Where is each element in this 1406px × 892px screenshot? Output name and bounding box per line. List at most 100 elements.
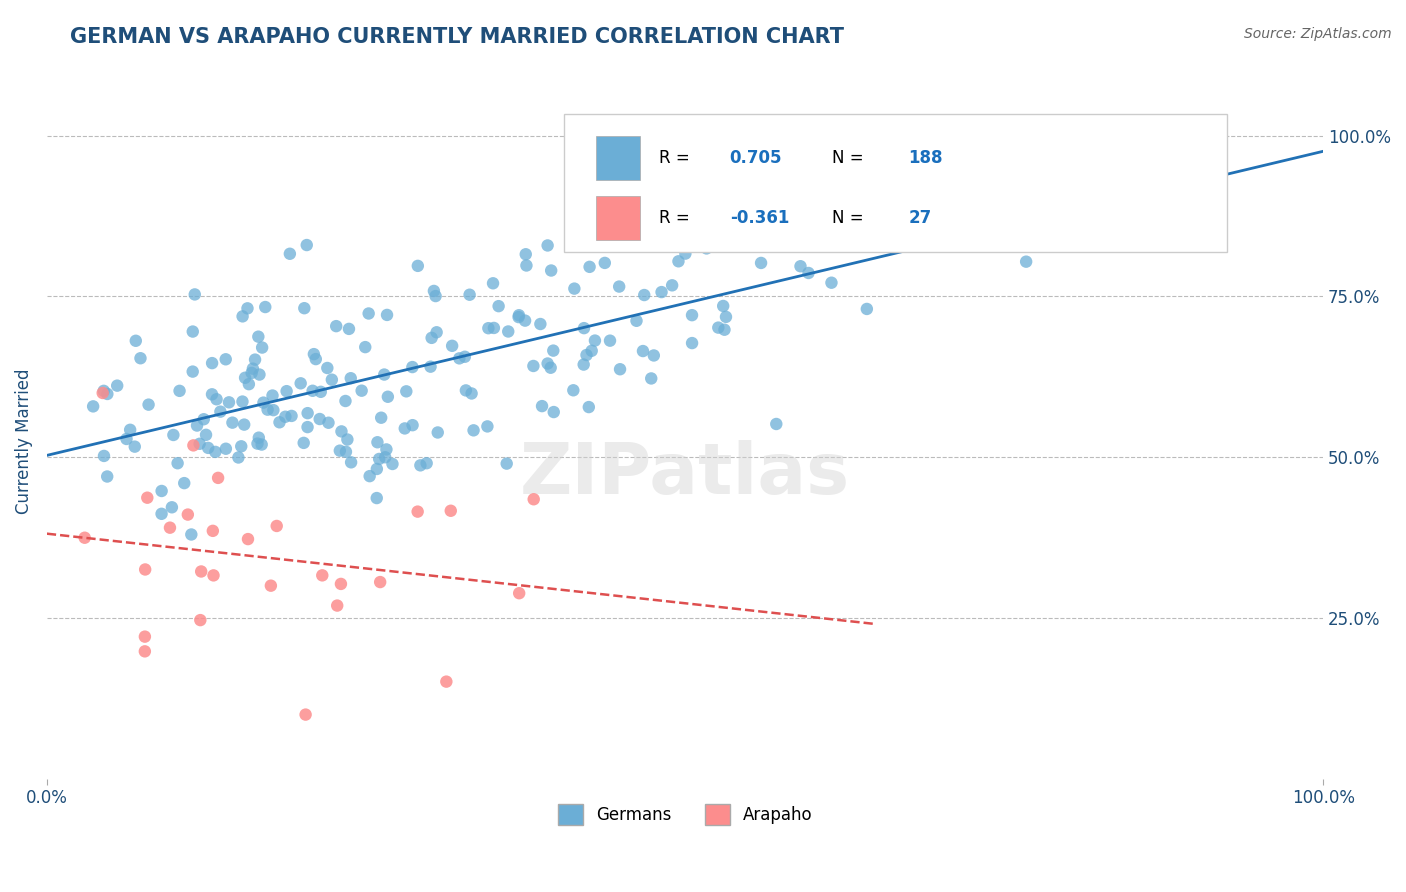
Point xyxy=(181,325,204,339)
Point xyxy=(543,405,565,419)
Point xyxy=(115,432,138,446)
Point xyxy=(515,247,537,261)
Point xyxy=(337,322,360,336)
Point xyxy=(593,256,616,270)
Point xyxy=(134,630,156,644)
Point xyxy=(129,351,152,366)
Point xyxy=(201,387,224,401)
Text: ZIPatlas: ZIPatlas xyxy=(520,441,851,509)
Point xyxy=(231,439,253,453)
Point xyxy=(578,260,600,274)
Text: GERMAN VS ARAPAHO CURRENTLY MARRIED CORRELATION CHART: GERMAN VS ARAPAHO CURRENTLY MARRIED CORR… xyxy=(70,27,844,46)
Point xyxy=(366,462,388,476)
Point xyxy=(381,457,404,471)
Point xyxy=(460,386,482,401)
Point xyxy=(575,348,598,362)
Point xyxy=(329,577,352,591)
Point xyxy=(150,483,173,498)
Point xyxy=(789,259,811,273)
Point xyxy=(242,361,264,376)
FancyBboxPatch shape xyxy=(564,113,1227,252)
Point xyxy=(375,442,398,457)
Point xyxy=(249,368,271,382)
Point xyxy=(124,440,146,454)
Point xyxy=(231,394,253,409)
Point xyxy=(495,457,517,471)
Point xyxy=(375,308,398,322)
Point xyxy=(651,285,673,299)
Point xyxy=(797,266,820,280)
Point xyxy=(711,299,734,313)
Point xyxy=(522,359,544,373)
Point xyxy=(359,469,381,483)
Point xyxy=(377,390,399,404)
Point xyxy=(290,376,312,391)
Point xyxy=(496,325,519,339)
Point xyxy=(406,505,429,519)
Point xyxy=(266,519,288,533)
Point xyxy=(297,406,319,420)
Point xyxy=(911,202,934,217)
Point xyxy=(308,412,330,426)
Point xyxy=(578,400,600,414)
Point xyxy=(482,321,505,335)
Point xyxy=(243,352,266,367)
Point xyxy=(188,613,211,627)
Point xyxy=(415,456,437,470)
Point xyxy=(707,320,730,334)
Point xyxy=(440,504,463,518)
Point xyxy=(193,412,215,426)
Point xyxy=(188,437,211,451)
Point xyxy=(668,254,690,268)
Point xyxy=(583,334,606,348)
Point xyxy=(159,521,181,535)
Point xyxy=(329,443,352,458)
Point xyxy=(73,531,96,545)
Point xyxy=(184,287,207,301)
Point xyxy=(247,431,270,445)
Point xyxy=(254,300,277,314)
Point xyxy=(834,217,856,231)
Point xyxy=(531,399,554,413)
Point xyxy=(543,343,565,358)
Point xyxy=(815,196,838,211)
Point xyxy=(426,326,449,340)
Point xyxy=(869,145,891,159)
Text: R =: R = xyxy=(659,210,696,227)
Point xyxy=(256,402,278,417)
Point xyxy=(228,450,250,465)
Point xyxy=(856,301,879,316)
Point xyxy=(640,371,662,385)
Point xyxy=(292,301,315,316)
Point xyxy=(564,282,586,296)
Point xyxy=(120,423,142,437)
Point xyxy=(236,532,259,546)
Point xyxy=(311,568,333,582)
Point xyxy=(269,415,291,429)
Point xyxy=(202,568,225,582)
Point xyxy=(232,310,254,324)
Point xyxy=(366,491,388,505)
Point xyxy=(262,403,284,417)
Point xyxy=(508,310,530,324)
Point xyxy=(246,436,269,450)
Point xyxy=(166,456,188,470)
Point xyxy=(316,361,339,376)
Point xyxy=(425,289,447,303)
Point xyxy=(309,384,332,399)
Point xyxy=(536,238,558,252)
Point xyxy=(749,256,772,270)
Point xyxy=(661,278,683,293)
Point xyxy=(276,384,298,399)
Point xyxy=(190,565,212,579)
Point xyxy=(218,395,240,409)
Point xyxy=(233,371,256,385)
Point xyxy=(302,347,325,361)
Point xyxy=(301,384,323,398)
Point xyxy=(236,301,259,316)
Point xyxy=(681,308,703,322)
Point xyxy=(215,352,238,367)
Point xyxy=(125,334,148,348)
Point xyxy=(536,357,558,371)
Text: 188: 188 xyxy=(908,149,943,167)
